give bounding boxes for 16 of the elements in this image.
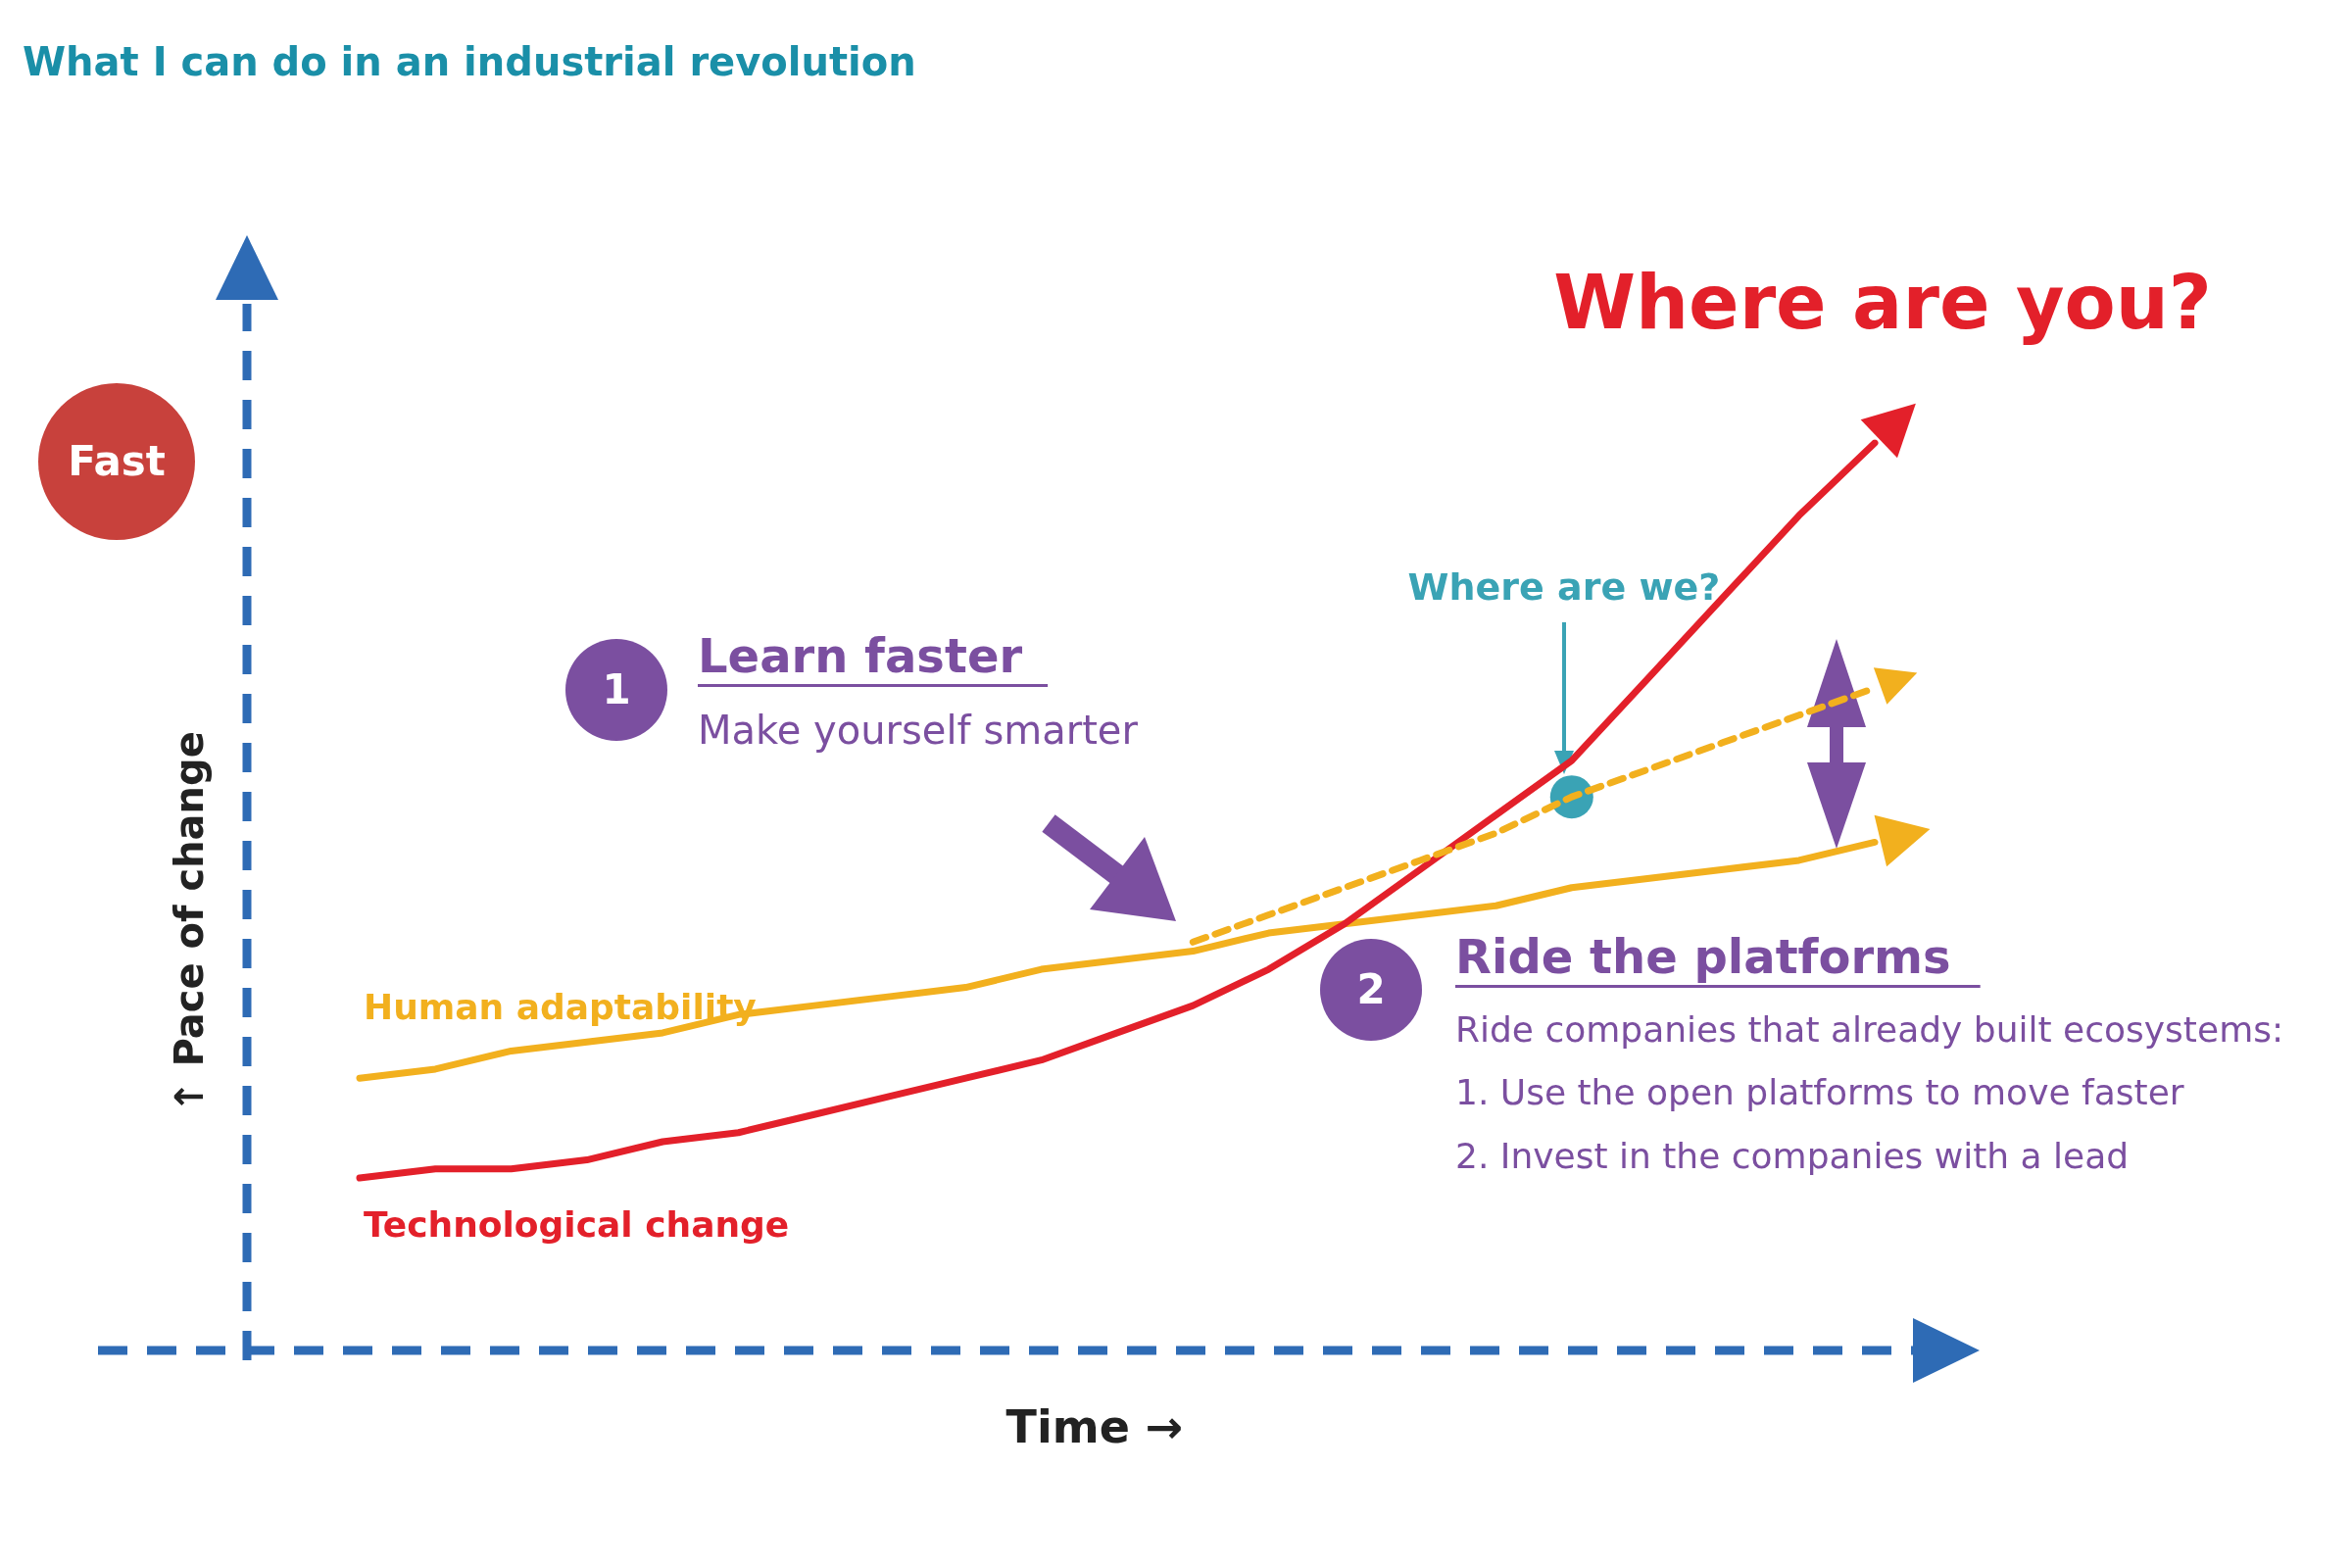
annotation: Where are we? bbox=[1407, 564, 1721, 609]
annotation: Ride the platforms bbox=[1455, 929, 1951, 984]
text: Where are you? bbox=[1553, 258, 2212, 346]
annotation: 2 bbox=[1356, 964, 1386, 1013]
annotation: Learn faster bbox=[698, 628, 1023, 683]
series-label: Human adaptability bbox=[364, 987, 757, 1028]
text: Fast bbox=[68, 436, 166, 485]
x-axis-title: Time → bbox=[1005, 1399, 1184, 1453]
annotation: Ride companies that already built ecosystems: bbox=[1455, 1009, 2284, 1050]
chart-title: What I can do in an industrial revolution bbox=[23, 39, 916, 84]
series-label: Technological change bbox=[364, 1204, 790, 1246]
annotation: 1. Use the open platforms to move faster bbox=[1455, 1072, 2184, 1112]
y-axis-title: ↑ Pace of change bbox=[167, 731, 212, 1113]
annotation: Make yourself smarter bbox=[698, 708, 1139, 753]
annotation: 1 bbox=[602, 664, 631, 713]
annotation: 2. Invest in the companies with a lead bbox=[1455, 1136, 2130, 1176]
